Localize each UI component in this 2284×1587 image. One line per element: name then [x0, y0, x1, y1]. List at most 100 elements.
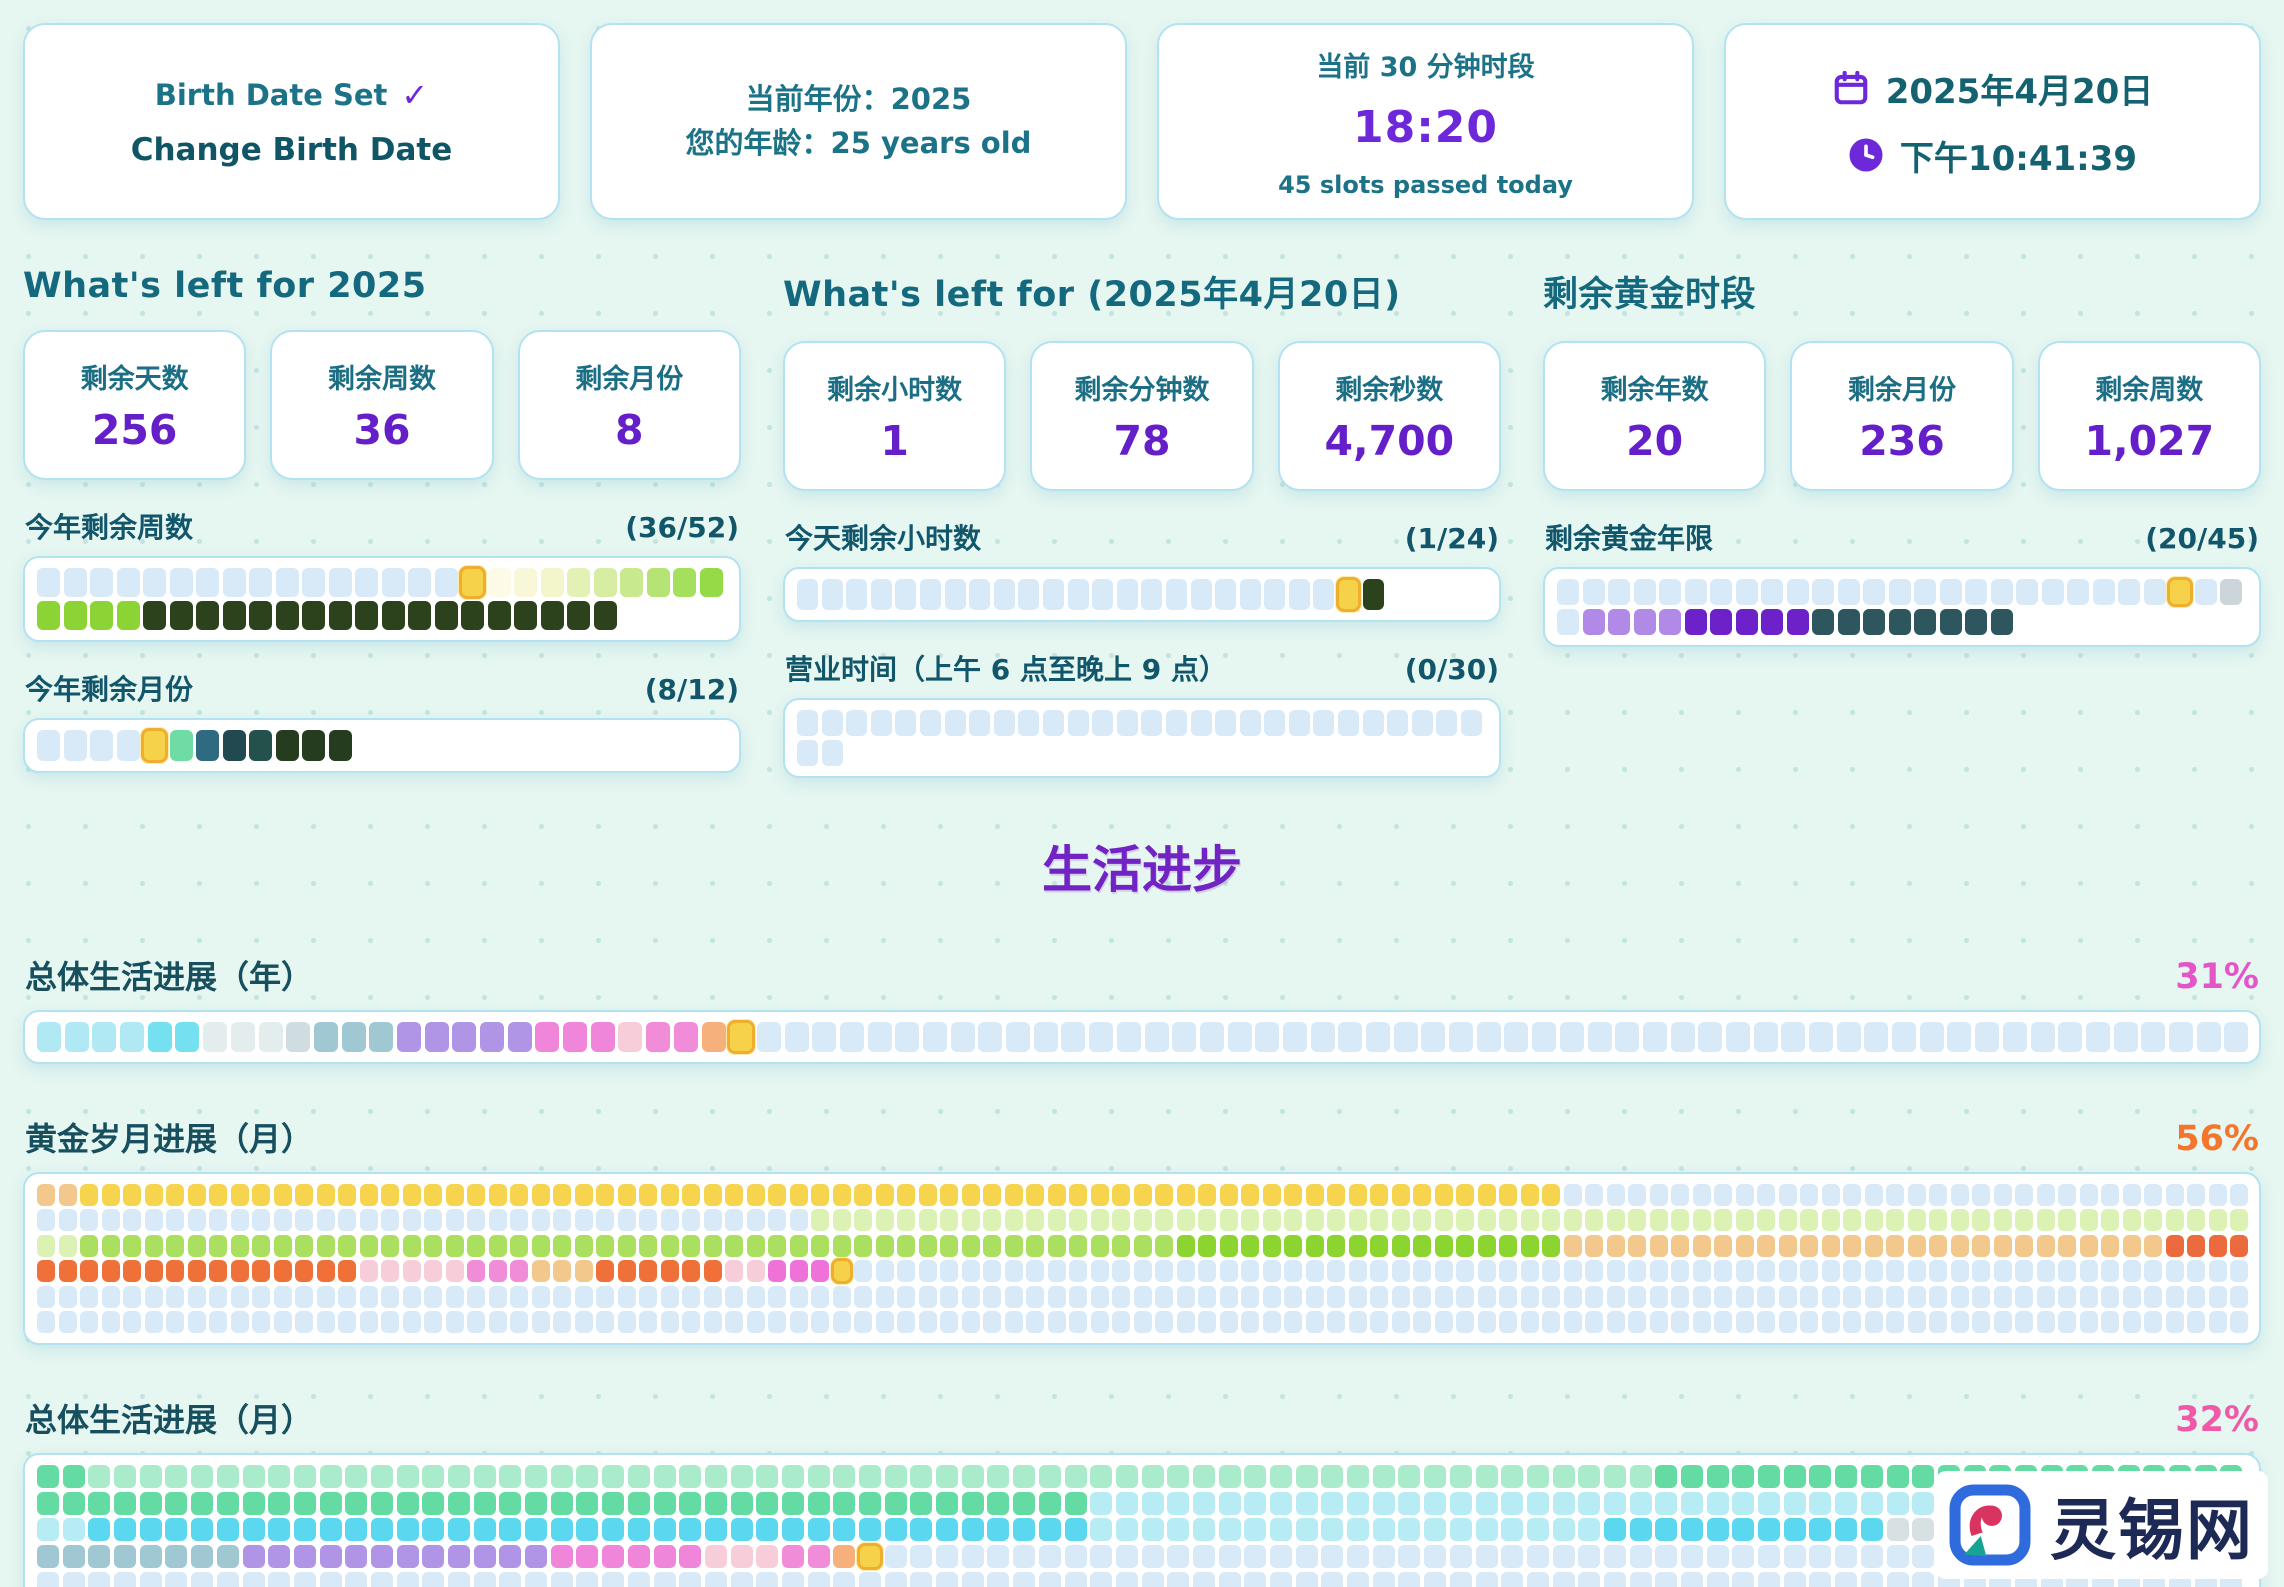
site-logo[interactable]: 灵锡网	[1936, 1471, 2268, 1579]
golden-months-cell	[123, 1311, 141, 1334]
golden-months-cell	[252, 1234, 270, 1257]
life-months-cell	[961, 1465, 984, 1489]
weeks-of-year-cell	[90, 568, 113, 597]
life-months-cell	[576, 1465, 599, 1489]
business-slots-cell	[1387, 710, 1409, 736]
golden-months-cell	[2187, 1311, 2205, 1334]
life-years-cell	[507, 1021, 532, 1052]
life-months-cell	[1090, 1465, 1113, 1489]
golden-months-cell	[1585, 1285, 1603, 1308]
hours-of-day-cell	[1042, 579, 1064, 610]
golden-months-cell	[2101, 1285, 2119, 1308]
life-years-cell	[313, 1021, 338, 1052]
months-of-year-cell	[116, 729, 140, 761]
life-months-cell	[319, 1571, 342, 1587]
golden-months-cell	[1370, 1311, 1388, 1334]
golden-months-cell	[1241, 1183, 1259, 1206]
life-months-label: 总体生活进展（月）	[25, 1401, 314, 1440]
life-months-cell	[550, 1465, 573, 1489]
golden-months-cell	[768, 1209, 786, 1232]
life-months-cell	[1681, 1518, 1703, 1542]
life-months-cell	[1578, 1465, 1601, 1489]
golden-months-cell	[596, 1285, 614, 1308]
weeks-of-year-cell	[37, 600, 60, 630]
golden-months-cell	[531, 1183, 550, 1206]
life-years-cell	[1310, 1021, 1335, 1052]
golden-months-cell	[1800, 1311, 1818, 1334]
golden-months-cell	[1499, 1311, 1517, 1334]
golden-months-cell	[316, 1260, 335, 1283]
golden-years-cell	[2194, 579, 2217, 605]
golden-months-cell	[338, 1260, 356, 1283]
life-months-cell	[1732, 1518, 1755, 1542]
golden-months-cell	[811, 1209, 829, 1232]
life-months-cell	[756, 1518, 779, 1542]
golden-months-cell	[983, 1285, 1001, 1308]
golden-months-cell	[789, 1183, 808, 1206]
life-months-cell	[576, 1491, 599, 1515]
golden-months-cell	[1413, 1260, 1431, 1283]
life-months-cell	[448, 1491, 470, 1515]
golden-months-cell	[961, 1209, 980, 1232]
golden-months-cell	[123, 1285, 141, 1308]
golden-months-cell	[252, 1311, 270, 1334]
golden-months-cell	[2144, 1285, 2162, 1308]
golden-months-cell	[940, 1285, 958, 1308]
golden-months-cell	[854, 1234, 872, 1257]
life-months-cell	[1886, 1491, 1909, 1515]
life-months-cell	[653, 1518, 676, 1542]
golden-months-cell	[1950, 1234, 1969, 1257]
golden-months-cell	[1671, 1260, 1689, 1283]
weeks-of-year-cell	[434, 600, 458, 630]
life-months-cell	[1578, 1545, 1601, 1569]
golden-months-cell	[746, 1234, 765, 1257]
golden-months-cell	[1929, 1209, 1947, 1232]
golden-years-cell	[1761, 579, 1783, 605]
life-years-cell	[1393, 1021, 1418, 1052]
life-months-cell	[1758, 1518, 1781, 1542]
life-months-cell	[1860, 1518, 1883, 1542]
weeks-of-year-cell	[620, 568, 643, 597]
months-of-year-cell	[302, 729, 325, 761]
check-icon: ✓	[401, 75, 429, 114]
golden-months-cell	[897, 1285, 915, 1308]
life-months-cell	[114, 1491, 137, 1515]
golden-months-cell	[1176, 1209, 1195, 1232]
golden-months-cell	[961, 1311, 980, 1334]
golden-months-cell	[1262, 1260, 1281, 1283]
life-months-cell	[242, 1571, 265, 1587]
life-months-cell	[1526, 1571, 1549, 1587]
golden-months-cell	[1241, 1311, 1259, 1334]
golden-months-cell	[123, 1260, 141, 1283]
life-months-cell	[910, 1491, 933, 1515]
golden-months-cell	[2187, 1234, 2205, 1257]
golden-months-cell	[531, 1209, 550, 1232]
golden-months-cell	[424, 1285, 442, 1308]
life-months-cell	[1038, 1545, 1061, 1569]
golden-months-cell	[1112, 1260, 1130, 1283]
life-months-cell	[730, 1518, 753, 1542]
life-months-cell	[1090, 1491, 1113, 1515]
golden-months-cell	[1649, 1285, 1668, 1308]
life-months-cell	[730, 1571, 753, 1587]
golden-months-cell	[897, 1260, 915, 1283]
life-months-cell	[499, 1545, 522, 1569]
golden-months-cell	[746, 1260, 765, 1283]
golden-months-cell	[209, 1183, 227, 1206]
life-years-cell	[92, 1021, 117, 1052]
golden-months-cell	[58, 1183, 77, 1206]
golden-months-cell	[1499, 1234, 1517, 1257]
life-months-cell	[1475, 1571, 1498, 1587]
life-years-cell	[2224, 1021, 2249, 1052]
life-months-cell	[293, 1545, 316, 1569]
golden-months-cell	[1370, 1183, 1388, 1206]
golden-months-cell	[660, 1183, 679, 1206]
life-months-cell	[1603, 1571, 1626, 1587]
golden-months-cell	[1821, 1260, 1840, 1283]
life-months-cell	[1167, 1491, 1190, 1515]
golden-months-cell	[445, 1234, 464, 1257]
golden-months-cell	[1413, 1311, 1431, 1334]
golden-months-cell	[703, 1234, 722, 1257]
change-birth-date-button[interactable]: Change Birth Date	[130, 131, 453, 168]
life-months-cell	[627, 1491, 650, 1515]
